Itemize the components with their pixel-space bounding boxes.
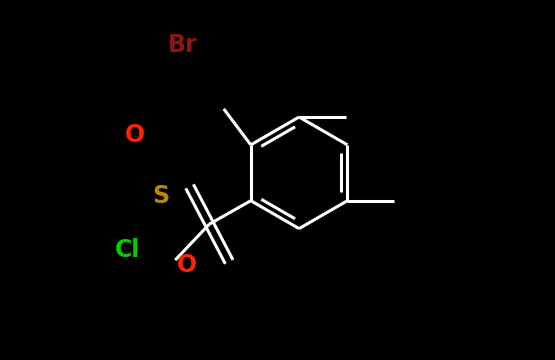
Text: S: S	[152, 184, 169, 208]
Text: O: O	[176, 253, 197, 276]
Text: Cl: Cl	[115, 238, 140, 262]
Text: O: O	[125, 123, 145, 147]
Text: Br: Br	[168, 33, 198, 57]
